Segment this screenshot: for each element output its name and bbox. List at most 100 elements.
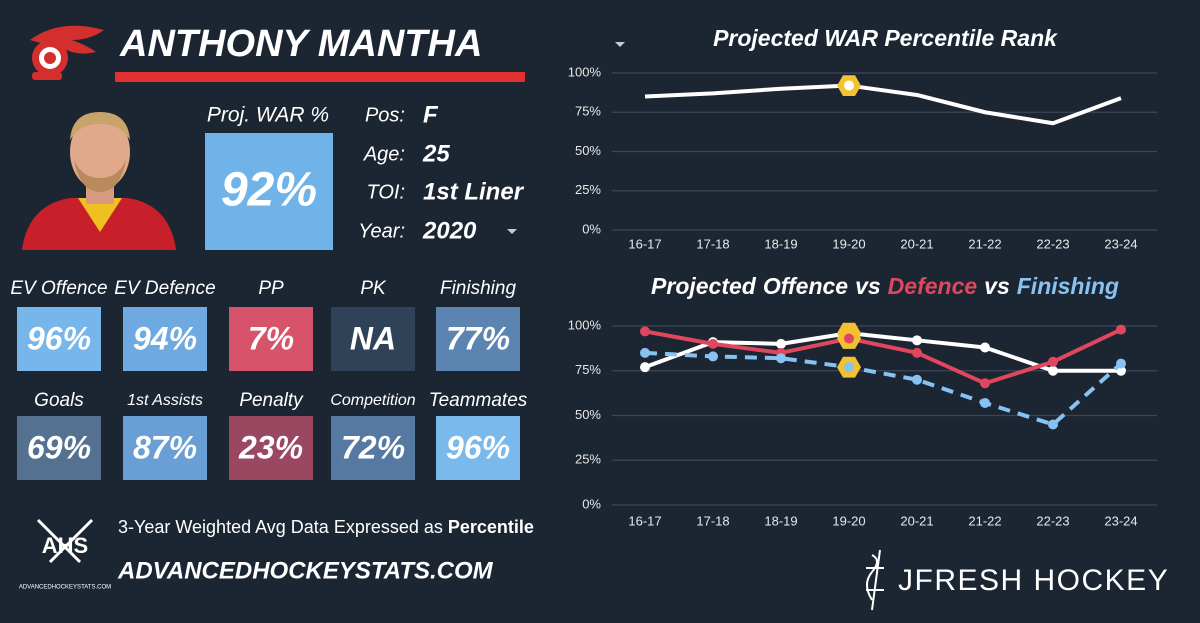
tile-box [123,307,207,371]
chart-dropdown[interactable] [615,42,625,47]
y-tick-label: 25% [575,182,601,197]
y-tick-label: 50% [575,407,601,422]
title-part: vs [855,273,881,299]
info-label: Pos: [365,104,405,126]
point [912,347,922,358]
tile-value: 96% [27,320,91,356]
point [912,374,922,385]
x-tick-label: 23-24 [1104,513,1137,528]
brand: JFRESH HOCKEY [898,564,1169,597]
info-label: Age: [363,143,405,165]
info-value: 2020 [422,217,477,244]
tile-label: EV Offence [10,278,107,299]
chart-title: Projected WAR Percentile Rank [713,25,1058,51]
footer-site[interactable]: ADVANCEDHOCKEYSTATS.COM [117,557,494,584]
info-value: 1st Liner [423,178,525,205]
x-tick-label: 20-21 [900,236,933,251]
tile-value: 7% [248,320,294,356]
tile-label: Goals [34,390,84,411]
tile-value: 23% [238,429,303,465]
tile-value: 87% [133,429,197,465]
tile-label: Penalty [239,390,304,411]
series-line [644,83,1122,126]
info-value: F [423,101,439,128]
y-tick-label: 0% [582,496,601,511]
point [640,362,650,373]
tile-label: Teammates [429,390,528,411]
x-tick-label: 17-18 [696,236,729,251]
x-tick-label: 19-20 [832,513,865,528]
war-box [205,133,333,250]
jfresh-logo [866,549,884,611]
tile-label: PK [360,278,387,299]
point [708,338,718,349]
tile-label: Finishing [440,278,516,299]
tile-box [331,416,415,480]
tile-label: EV Defence [114,278,215,299]
chart-title: Projected Offence vs Defence vs Finishing [651,273,1119,299]
title-part: Projected [651,273,757,299]
point [1048,356,1058,367]
ahs-logo: AHS ADVANCEDHOCKEYSTATS.COM [19,518,111,591]
title-part: vs [984,273,1010,299]
point [912,335,922,346]
x-tick-label: 16-17 [628,236,661,251]
point [980,397,990,408]
point [1116,358,1126,369]
tile-value: NA [350,320,396,356]
point [640,347,650,358]
point [776,353,786,364]
tile-box [17,307,101,371]
point [980,342,990,353]
tile-box [436,307,520,371]
tile-box [229,307,313,371]
y-tick-label: 25% [575,452,601,467]
info-value: 25 [422,140,450,167]
series-line [644,327,1122,386]
highlight-dot [844,80,854,91]
point [980,378,990,389]
point [776,338,786,349]
y-tick-label: 75% [575,104,601,119]
point [1048,365,1058,376]
x-tick-label: 17-18 [696,513,729,528]
footer-note: 3-Year Weighted Avg Data Expressed as Per… [118,517,534,537]
series-line [644,350,1123,427]
tile-value: 69% [27,429,91,465]
tile-box [17,416,101,480]
y-tick-label: 50% [575,143,601,158]
x-tick-label: 18-19 [764,236,797,251]
tile-label: 1st Assists [127,392,203,409]
x-tick-label: 16-17 [628,513,661,528]
player-photo [20,108,178,250]
y-tick-label: 75% [575,362,601,377]
point [1116,324,1126,335]
team-logo [30,25,104,80]
tile-label: Competition [330,392,415,409]
highlight-dot [844,362,854,373]
war-label: Proj. WAR % [207,104,329,127]
tile-label: PP [258,278,284,299]
name-underline [115,72,525,82]
highlight-dot [844,333,854,344]
title-part: Defence [888,273,978,299]
y-tick-label: 100% [568,317,602,332]
x-tick-label: 21-22 [968,236,1001,251]
tile-value: 94% [133,320,197,356]
x-tick-label: 21-22 [968,513,1001,528]
tile-value: 77% [446,320,510,356]
info-label: Year: [358,220,405,242]
tile-box [436,416,520,480]
title-part: Finishing [1017,273,1119,299]
year-dropdown[interactable] [507,229,517,234]
tile-value: 72% [341,429,405,465]
title-part: Offence [763,273,848,299]
y-tick-label: 0% [582,221,601,236]
x-tick-label: 18-19 [764,513,797,528]
ahs-logo-small: ADVANCEDHOCKEYSTATS.COM [19,585,111,591]
y-tick-label: 100% [568,64,602,79]
tile-box [229,416,313,480]
tile-box [331,307,415,371]
x-tick-label: 22-23 [1036,513,1069,528]
